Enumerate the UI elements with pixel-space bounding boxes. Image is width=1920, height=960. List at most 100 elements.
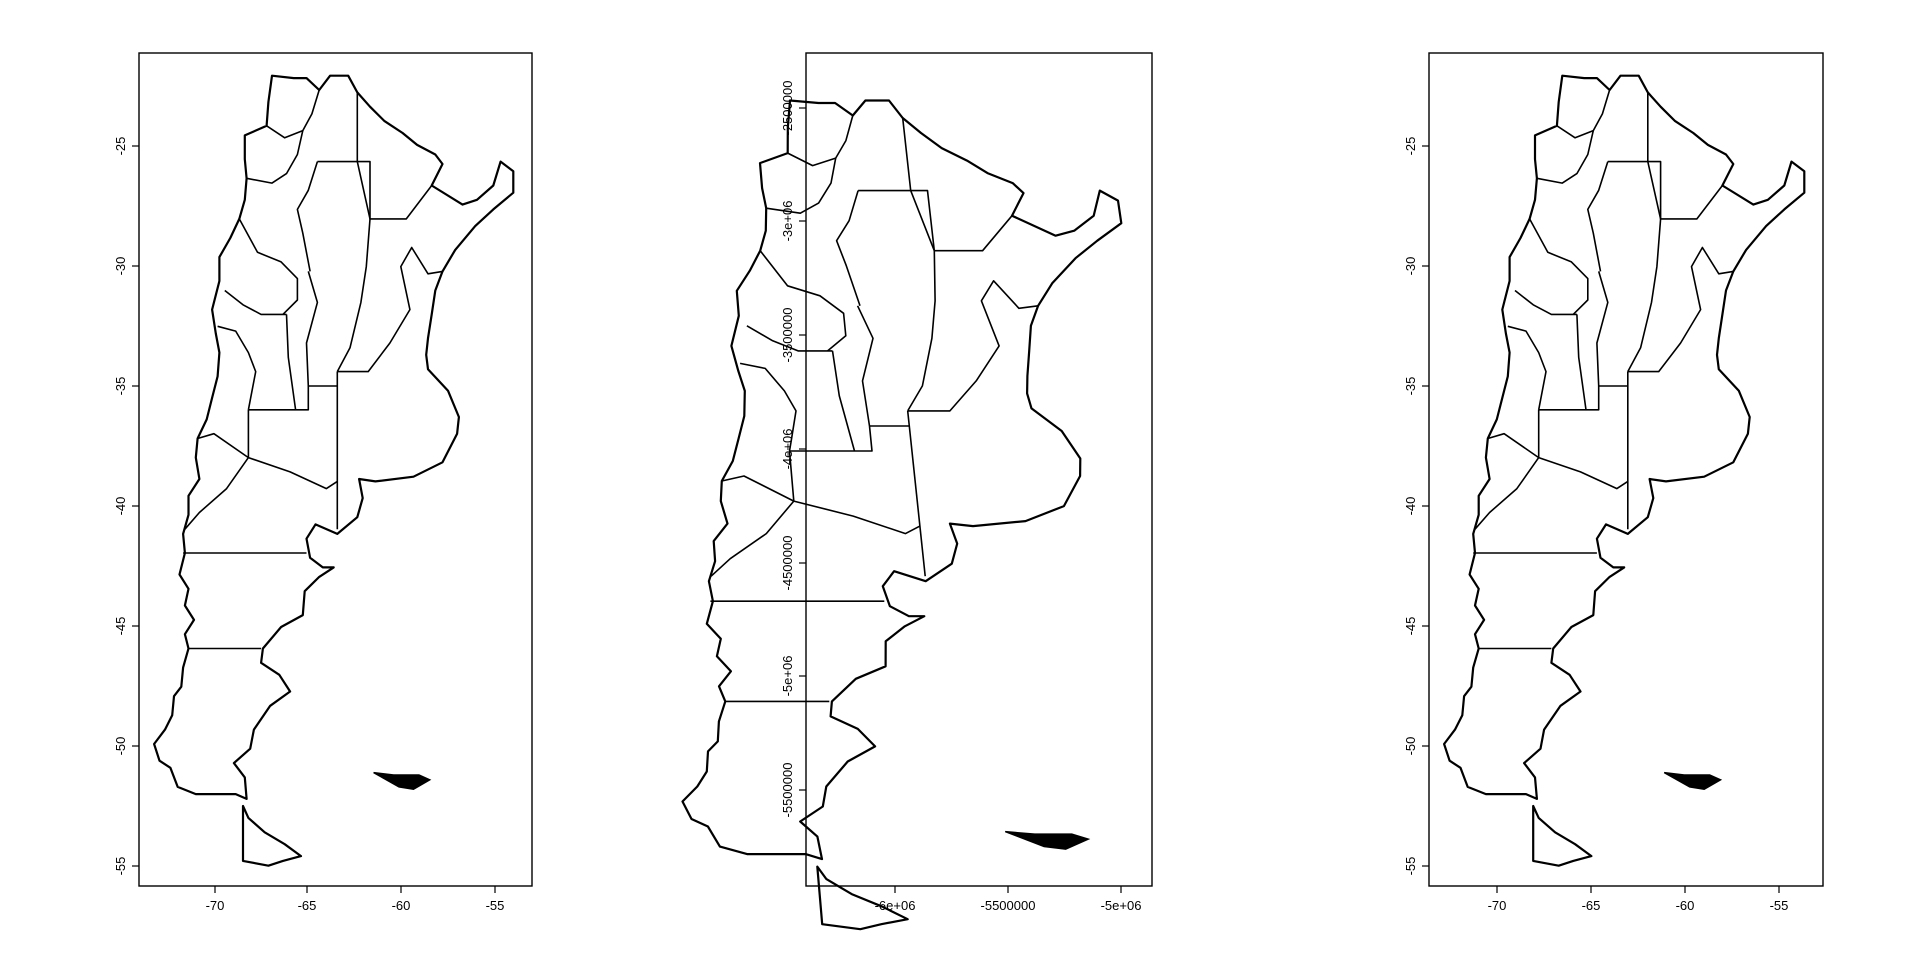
province-border bbox=[217, 325, 257, 410]
province-border bbox=[831, 350, 856, 452]
province-border bbox=[793, 500, 921, 535]
province-border bbox=[248, 386, 310, 411]
y-tick-label: -35 bbox=[1403, 377, 1418, 396]
province-border bbox=[901, 117, 1013, 252]
province-border bbox=[1627, 246, 1734, 373]
province-border bbox=[285, 314, 297, 410]
y-tick-label: -25 bbox=[1403, 137, 1418, 156]
x-tick-label: -65 bbox=[298, 898, 317, 913]
province-border bbox=[710, 500, 795, 577]
y-tick-label: -30 bbox=[113, 257, 128, 276]
y-tick-label: -2500000 bbox=[780, 81, 795, 136]
province-border bbox=[1514, 289, 1577, 316]
y-axis: -25 -30 -35 -40 -45 -50 -55 bbox=[113, 137, 139, 876]
province-border bbox=[739, 362, 797, 452]
island-outline bbox=[373, 771, 432, 791]
argentina-provinces bbox=[1443, 74, 1806, 867]
province-border bbox=[1596, 271, 1609, 387]
x-tick-label: -55 bbox=[486, 898, 505, 913]
y-axis: -25 -30 -35 -40 -45 -50 -55 bbox=[1403, 137, 1429, 876]
province-border bbox=[1556, 89, 1611, 139]
province-border bbox=[1538, 456, 1629, 490]
x-axis: -70 -65 -60 -55 bbox=[206, 886, 505, 913]
x-tick-label: -60 bbox=[1676, 898, 1695, 913]
province-border bbox=[238, 218, 299, 315]
plot-frame bbox=[1428, 52, 1824, 887]
y-tick-label: -30 bbox=[1403, 257, 1418, 276]
province-border bbox=[356, 92, 433, 220]
province-border bbox=[266, 89, 320, 139]
province-border bbox=[856, 305, 874, 427]
province-border bbox=[907, 250, 936, 412]
country-outline bbox=[153, 74, 515, 800]
y-tick-label: -55 bbox=[1403, 857, 1418, 876]
province-border bbox=[248, 456, 338, 490]
y-tick-label: -50 bbox=[113, 737, 128, 756]
province-border bbox=[184, 457, 250, 530]
argentina-provinces-projected bbox=[681, 99, 1123, 931]
province-border bbox=[721, 450, 795, 502]
province-border bbox=[1536, 130, 1595, 184]
x-tick-label: -5500000 bbox=[981, 898, 1036, 913]
province-border bbox=[746, 325, 833, 352]
y-axis: -2500000 -3e+06 -3500000 -4e+06 -4500000 -5e+… bbox=[780, 81, 806, 818]
island-outline bbox=[1663, 771, 1723, 791]
province-border bbox=[336, 218, 371, 372]
province-border bbox=[1647, 92, 1724, 220]
y-tick-label: -45 bbox=[1403, 617, 1418, 636]
x-axis: -70 -65 -60 -55 bbox=[1488, 886, 1789, 913]
y-tick-label: -5e+06 bbox=[780, 656, 795, 697]
map-panel-right: -70 -65 -60 -55 -25 -30 -35 -40 -45 -50 -55 bbox=[1403, 52, 1824, 913]
province-border bbox=[1474, 457, 1540, 530]
tierra-del-fuego-outline bbox=[1532, 804, 1593, 867]
island-outline bbox=[1004, 830, 1091, 850]
province-border bbox=[835, 190, 861, 307]
province-border bbox=[305, 271, 319, 387]
plot-frame bbox=[805, 52, 1153, 887]
y-tick-label: -5500000 bbox=[780, 763, 795, 818]
x-tick-label: -70 bbox=[206, 898, 225, 913]
y-tick-label: -50 bbox=[1403, 737, 1418, 756]
province-border bbox=[907, 280, 1039, 412]
tierra-del-fuego-outline bbox=[816, 865, 909, 931]
province-border bbox=[759, 250, 847, 352]
x-tick-label: -6e+06 bbox=[875, 898, 916, 913]
x-tick-label: -5e+06 bbox=[1101, 898, 1142, 913]
y-tick-label: -55 bbox=[113, 857, 128, 876]
y-tick-label: -25 bbox=[113, 137, 128, 156]
province-border bbox=[906, 410, 926, 577]
argentina-provinces bbox=[153, 74, 515, 867]
y-tick-label: -3500000 bbox=[780, 308, 795, 363]
map-panel-middle: -6e+06 -5500000 -5e+06 -2500000 -3e+06 -3500… bbox=[681, 52, 1153, 931]
province-border bbox=[1576, 314, 1587, 410]
y-tick-label: -4e+06 bbox=[780, 429, 795, 470]
province-border bbox=[1538, 386, 1600, 411]
country-outline bbox=[1443, 74, 1806, 800]
province-border bbox=[858, 189, 936, 251]
province-border bbox=[1528, 218, 1589, 315]
x-tick-label: -55 bbox=[1770, 898, 1789, 913]
province-border bbox=[317, 160, 371, 219]
province-border bbox=[1487, 409, 1540, 459]
x-axis: -6e+06 -5500000 -5e+06 bbox=[875, 886, 1142, 913]
plot-frame bbox=[138, 52, 533, 887]
tierra-del-fuego-outline bbox=[241, 804, 303, 867]
province-border bbox=[766, 157, 837, 214]
province-border bbox=[789, 425, 873, 452]
province-border bbox=[1507, 325, 1547, 410]
x-tick-label: -60 bbox=[392, 898, 411, 913]
province-border bbox=[197, 409, 250, 459]
country-outline bbox=[681, 99, 1123, 861]
x-tick-label: -70 bbox=[1488, 898, 1507, 913]
y-tick-label: -45 bbox=[113, 617, 128, 636]
province-border bbox=[1607, 160, 1662, 219]
province-border bbox=[787, 115, 854, 167]
x-tick-label: -65 bbox=[1582, 898, 1601, 913]
y-tick-label: -3e+06 bbox=[780, 201, 795, 242]
map-panel-left: -70 -65 -60 -55 -25 -30 -35 -40 -45 -50 -55 bbox=[113, 52, 533, 913]
province-border bbox=[296, 161, 319, 272]
province-border bbox=[224, 289, 287, 316]
province-border bbox=[1627, 218, 1662, 372]
province-border bbox=[246, 130, 304, 184]
